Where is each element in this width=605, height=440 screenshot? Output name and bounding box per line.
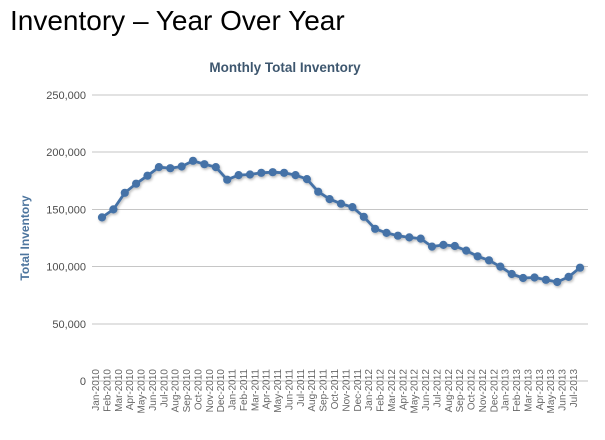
data-point-marker[interactable] (188, 156, 198, 165)
data-point-marker[interactable] (564, 272, 573, 281)
series-line (100, 159, 582, 284)
page-title: Inventory – Year Over Year (10, 5, 345, 36)
data-point-marker[interactable] (257, 168, 266, 177)
data-point-marker[interactable] (348, 203, 357, 212)
data-point-marker[interactable] (109, 205, 118, 214)
x-axis-tick-label: May-2013 (546, 369, 557, 414)
data-point-marker[interactable] (132, 179, 141, 188)
x-axis-tick-label: Nov-2011 (341, 369, 352, 412)
y-axis-title: Total Inventory (18, 195, 32, 281)
data-point-marker[interactable] (473, 252, 482, 261)
x-axis-tick-label: May-2012 (410, 369, 421, 414)
x-axis-tick-label: Apr-2011 (262, 369, 273, 410)
x-axis-tick-label: Aug-2012 (444, 369, 455, 413)
data-point-marker[interactable] (416, 234, 425, 243)
data-point-marker[interactable] (223, 175, 232, 184)
x-axis-tick-label: Aug-2011 (307, 369, 318, 412)
data-point-marker[interactable] (359, 212, 368, 221)
x-axis-tick-label: Jul-2012 (432, 369, 443, 408)
data-point-marker[interactable] (336, 199, 346, 208)
x-axis-tick-label: Dec-2011 (353, 369, 364, 412)
x-axis-tick-label: Sep-2010 (182, 369, 193, 413)
data-point-marker[interactable] (530, 273, 539, 282)
data-point-marker[interactable] (177, 162, 186, 171)
x-axis-tick-label: Jun-2012 (421, 369, 432, 411)
data-point-marker[interactable] (462, 246, 471, 255)
x-axis-tick-label: May-2011 (273, 369, 284, 413)
y-axis-tick-label: 50,000 (52, 319, 86, 331)
data-point-marker[interactable] (450, 241, 459, 251)
y-axis-tick-label: 250,000 (46, 90, 86, 102)
data-point-marker[interactable] (166, 164, 175, 173)
x-axis-tick-label: Feb-2011 (239, 369, 250, 412)
series-total-inventory (97, 156, 585, 287)
x-axis-tick-label: May-2010 (137, 369, 148, 414)
data-point-marker[interactable] (439, 240, 448, 249)
chart-title: Monthly Total Inventory (209, 60, 361, 75)
data-point-marker[interactable] (280, 168, 289, 177)
x-axis-tick-label: Feb-2010 (102, 369, 113, 412)
data-point-marker[interactable] (393, 231, 402, 240)
x-axis-tick-label: Apr-2013 (535, 369, 546, 411)
data-point-marker[interactable] (211, 163, 220, 172)
x-axis-tick-label: Jan-2011 (228, 369, 239, 410)
x-axis-tick-label: Oct-2011 (330, 369, 341, 410)
data-point-marker[interactable] (154, 163, 163, 172)
data-point-marker[interactable] (575, 263, 585, 272)
x-axis-tick-label: Jul-2010 (159, 369, 170, 408)
x-axis-tick-label: Apr-2012 (398, 369, 409, 411)
x-axis-tick-label: Jul-2013 (569, 369, 580, 408)
data-point-marker[interactable] (314, 187, 323, 196)
x-axis-tick-label: Nov-2012 (478, 369, 489, 413)
data-point-marker[interactable] (120, 188, 129, 197)
data-point-marker[interactable] (541, 275, 551, 284)
data-point-marker[interactable] (507, 269, 516, 279)
x-axis-tick-label: Dec-2010 (216, 369, 227, 413)
x-axis-tick-label: Jun-2011 (284, 369, 295, 410)
x-axis-tick-label: Feb-2013 (512, 369, 523, 412)
x-axis-tick-label: Sep-2012 (455, 369, 466, 413)
data-point-marker[interactable] (143, 171, 152, 180)
x-axis-tick-label: Jun-2013 (558, 369, 569, 411)
x-axis-tick-label: Mar-2012 (387, 369, 398, 412)
data-point-marker[interactable] (496, 262, 505, 271)
x-axis-tick-label: Sep-2011 (319, 369, 330, 412)
data-point-marker[interactable] (553, 277, 562, 287)
data-point-marker[interactable] (97, 213, 107, 222)
x-axis-tick-label: Jan-2010 (91, 369, 102, 411)
data-point-marker[interactable] (484, 256, 494, 265)
x-axis-tick-label: Mar-2010 (114, 369, 125, 412)
x-axis-tick-label: Oct-2010 (193, 369, 204, 411)
x-axis-tick-label: Mar-2011 (250, 369, 261, 411)
data-point-marker[interactable] (427, 242, 437, 251)
x-axis-tick-label: Dec-2012 (489, 369, 500, 413)
x-axis-tick-label: Nov-2010 (205, 369, 216, 413)
data-point-marker[interactable] (245, 170, 255, 179)
data-point-marker[interactable] (519, 273, 528, 283)
x-axis-tick-label: Jan-2012 (364, 369, 375, 411)
data-point-marker[interactable] (325, 195, 334, 204)
data-point-marker[interactable] (371, 224, 380, 233)
y-axis-tick-label: 100,000 (46, 262, 86, 274)
data-point-marker[interactable] (302, 175, 311, 184)
x-axis-tick-label: Mar-2013 (523, 369, 534, 412)
x-axis-tick-label: Aug-2010 (171, 369, 182, 413)
data-point-marker[interactable] (382, 228, 391, 237)
x-axis-tick-label: Apr-2010 (125, 369, 136, 411)
data-point-marker[interactable] (234, 171, 243, 180)
x-axis-tick-label: Feb-2012 (376, 369, 387, 412)
x-axis-tick-label: Oct-2012 (467, 369, 478, 411)
data-point-marker[interactable] (405, 233, 414, 242)
y-axis-tick-label: 150,000 (46, 204, 86, 216)
data-point-marker[interactable] (268, 168, 277, 177)
y-axis-tick-label: 0 (80, 376, 86, 388)
x-axis-tick-label: Jul-2011 (296, 369, 307, 407)
x-axis-tick-label: Jun-2010 (148, 369, 159, 411)
x-axis-tick-label: Jan-2013 (501, 369, 512, 411)
data-point-marker[interactable] (200, 160, 209, 169)
data-point-marker[interactable] (291, 171, 300, 180)
y-axis-tick-label: 200,000 (46, 147, 86, 159)
